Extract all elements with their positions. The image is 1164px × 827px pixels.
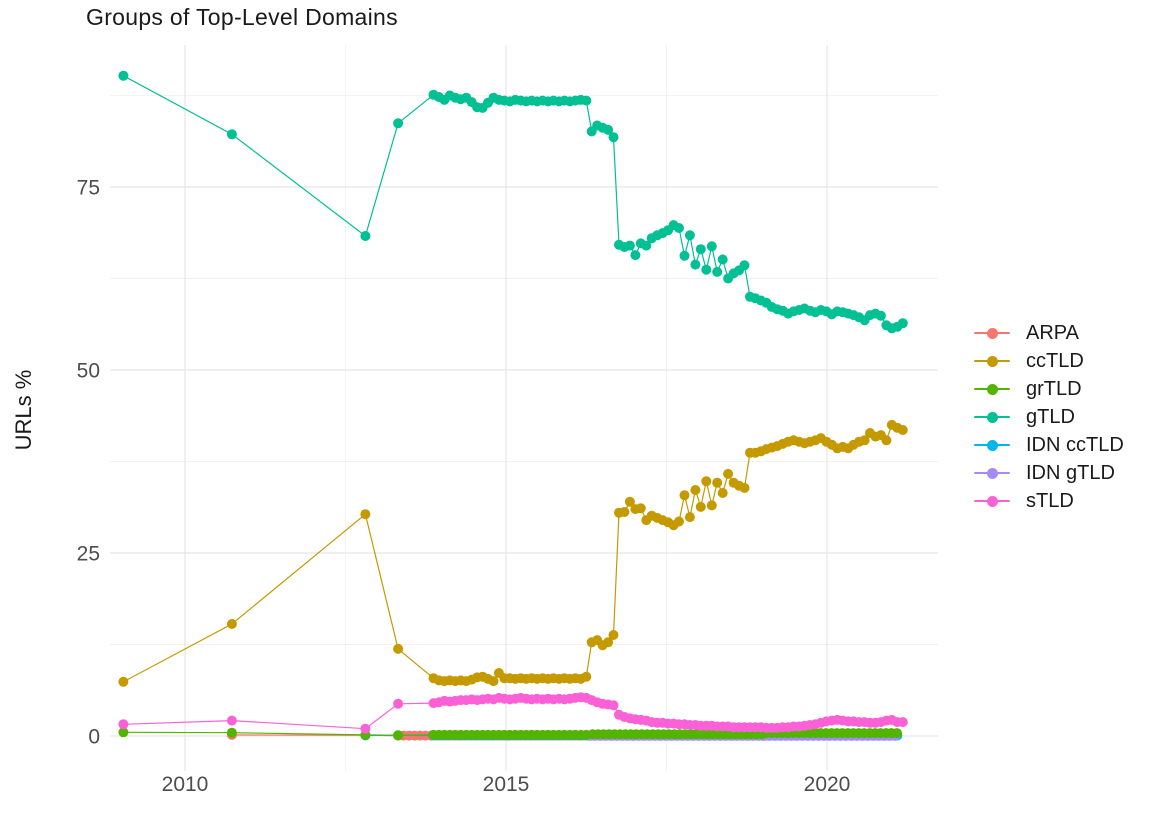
y-axis-title: URLs % (11, 369, 36, 451)
legend-key-icon (974, 350, 1010, 372)
svg-text:25: 25 (77, 543, 100, 566)
legend-label: ccTLD (1026, 349, 1084, 372)
legend-key-icon (974, 462, 1010, 484)
legend-key-icon (974, 406, 1010, 428)
legend-item-grtld: grTLD (974, 378, 1124, 400)
series-cctld (118, 419, 908, 687)
legend-label: gTLD (1026, 405, 1075, 428)
y-tick-labels: 0 25 50 75 (77, 177, 100, 749)
legend-key-icon (974, 434, 1010, 456)
series-grtld (118, 727, 902, 741)
legend-key-icon (974, 490, 1010, 512)
chart-title: Groups of Top-Level Domains (86, 4, 398, 30)
svg-text:75: 75 (77, 177, 100, 200)
legend-item-idn-cctld: IDN ccTLD (974, 434, 1124, 456)
legend-item-cctld: ccTLD (974, 350, 1124, 372)
legend-item-arpa: ARPA (974, 322, 1124, 344)
series-gtld (118, 70, 908, 334)
svg-text:50: 50 (77, 360, 100, 383)
legend-label: IDN gTLD (1026, 461, 1115, 484)
x-tick-labels: 2010 2015 2020 (162, 773, 851, 796)
gridlines-major (110, 45, 938, 771)
legend-item-stld: sTLD (974, 490, 1124, 512)
legend-key-icon (974, 378, 1010, 400)
legend-item-gtld: gTLD (974, 406, 1124, 428)
svg-text:2020: 2020 (804, 773, 851, 796)
legend-item-idn-gtld: IDN gTLD (974, 462, 1124, 484)
legend-key-icon (974, 322, 1010, 344)
legend-label: IDN ccTLD (1026, 433, 1124, 456)
gridlines-minor (110, 45, 938, 771)
legend: ARPA ccTLD grTLD gTLD IDN ccTLD IDN gTLD sTLD (974, 322, 1124, 512)
svg-text:2015: 2015 (483, 773, 530, 796)
legend-label: ARPA (1026, 321, 1079, 344)
series-stld (118, 692, 908, 734)
svg-text:0: 0 (88, 726, 100, 749)
legend-label: sTLD (1026, 489, 1074, 512)
legend-label: grTLD (1026, 377, 1082, 400)
svg-text:2010: 2010 (162, 773, 209, 796)
